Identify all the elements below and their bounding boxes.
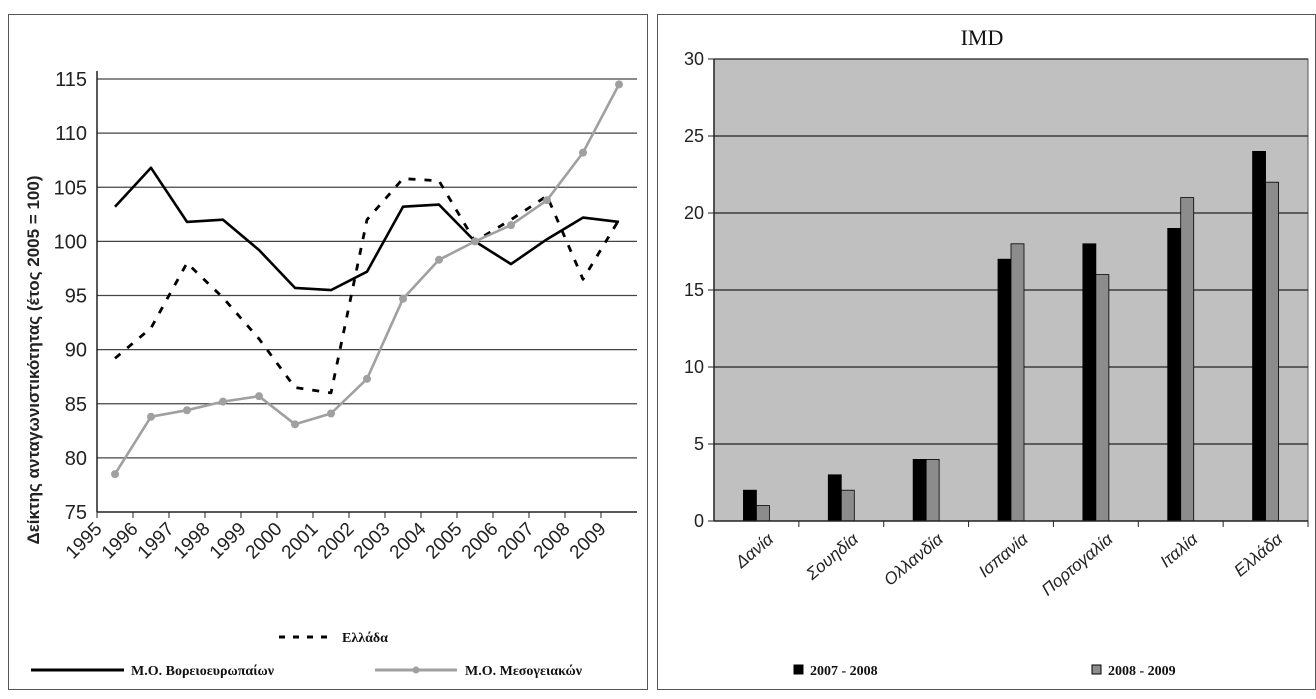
bar-chart-panel: IMD 0 5 10 15 20 25 30 Δανία Σουηδία Ολλανδία Ισπ…	[657, 14, 1316, 690]
bar-2007-2008	[1082, 243, 1097, 522]
y-tick-label: 110	[55, 123, 87, 145]
legend-2007-label: 2007 - 2008	[810, 664, 878, 679]
series-point	[399, 294, 407, 303]
bar-chart-legend: 2007 - 2008 2008 - 2009	[793, 664, 1176, 679]
line-chart-gridlines	[97, 78, 637, 459]
legend-north-label: Μ.Ο. Βορειοευρωπαίων	[131, 664, 275, 679]
series-point	[291, 420, 299, 429]
y-tick-label: 115	[55, 69, 87, 91]
x-tick-label: Ελλάδα	[1231, 529, 1288, 581]
legend-greece-label: Ελλάδα	[342, 631, 388, 646]
series-line-0	[114, 166, 620, 292]
y-axis-label: Δείκτης ανταγωνιστικότητας (έτος 2005 = …	[24, 176, 43, 545]
bar-chart-y-ticks: 0 5 10 15 20 25 30	[684, 49, 714, 531]
series-point	[543, 196, 551, 205]
x-tick-label: 2002	[314, 519, 359, 564]
x-tick-label: 2007	[494, 519, 539, 564]
x-tick-label: 2005	[422, 519, 467, 564]
bar-2008-2009	[1010, 243, 1025, 522]
series-point	[327, 409, 335, 418]
x-tick-label: 2006	[458, 519, 503, 564]
x-tick-label: Ιταλία	[1157, 529, 1203, 572]
legend-med-marker	[412, 666, 420, 674]
bar-2007-2008	[997, 258, 1012, 522]
line-chart-x-ticks: 1995199619971998199920002001200220032004…	[62, 512, 611, 563]
series-point	[147, 412, 155, 421]
y-tick-label: 25	[684, 126, 704, 146]
x-tick-label: 1996	[98, 519, 143, 564]
legend-2008-swatch	[1091, 664, 1102, 675]
x-tick-label: 1997	[134, 519, 179, 564]
line-chart-panel: 75 80 85 90 95 100 105 110 115 1995 1996 1997 1998 1…	[8, 14, 648, 690]
bar-2008-2009	[1095, 274, 1110, 522]
y-tick-label: 10	[684, 357, 704, 377]
series-point	[111, 470, 119, 479]
series-line-2	[113, 83, 621, 475]
line-chart-y-ticks: 75 80 85 90 95 100 105 110 115	[54, 69, 87, 524]
line-chart-legend: Ελλάδα Μ.Ο. Βορειοευρωπαίων Μ.Ο. Μεσογει…	[31, 631, 583, 679]
x-tick-label: 2004	[386, 518, 431, 563]
bar-2008-2009	[925, 458, 940, 522]
series-point	[255, 392, 263, 401]
series-point	[435, 255, 443, 264]
bar-chart-axes	[713, 59, 1308, 522]
y-tick-label: 85	[65, 394, 87, 416]
series-point	[471, 237, 479, 246]
series-point	[615, 80, 623, 89]
y-tick-label: 20	[684, 203, 704, 223]
bar-2008-2009	[756, 505, 770, 522]
bar-chart: IMD 0 5 10 15 20 25 30 Δανία Σουηδία Ολλανδία Ισπ…	[684, 25, 1309, 679]
y-tick-label: 95	[65, 286, 87, 308]
series-point	[507, 221, 515, 230]
y-tick-label: 80	[65, 448, 87, 470]
bar-2007-2008	[1252, 150, 1266, 522]
y-tick-label: 90	[65, 340, 87, 362]
bar-2007-2008	[1167, 227, 1182, 522]
bar-2007-2008	[743, 489, 757, 522]
series-point	[219, 397, 227, 406]
x-tick-label: 2003	[350, 519, 395, 564]
y-tick-label: 5	[694, 434, 704, 454]
y-tick-label: 105	[54, 177, 87, 199]
bar-2008-2009	[1265, 181, 1279, 522]
x-tick-label: Ολλανδία	[880, 529, 947, 590]
series-point	[579, 148, 587, 157]
y-tick-label: 15	[684, 280, 704, 300]
legend-med-label: Μ.Ο. Μεσογειακών	[465, 664, 583, 679]
x-tick-label: Πορτογαλία	[1038, 529, 1117, 600]
y-tick-label: 100	[54, 231, 87, 253]
chart-title: IMD	[961, 25, 1004, 50]
y-tick-label: 0	[694, 511, 704, 531]
series-line-1	[114, 177, 621, 395]
y-tick-label: 30	[684, 49, 704, 69]
bar-2008-2009	[840, 489, 855, 522]
line-chart-series	[111, 80, 623, 479]
x-tick-label: Σουηδία	[802, 529, 863, 584]
series-point	[183, 406, 191, 415]
bar-2008-2009	[1180, 197, 1195, 522]
bar-chart-x-ticks: Δανία Σουηδία Ολλανδία Ισπανία Πορτογαλία Ιτα…	[731, 521, 1309, 600]
x-tick-label: 2000	[242, 519, 287, 564]
legend-2008-label: 2008 - 2009	[1108, 664, 1176, 679]
x-tick-label: 2009	[566, 519, 611, 564]
y-tick-label: 75	[65, 502, 87, 524]
line-chart: 75 80 85 90 95 100 105 110 115 19951996199719981…	[24, 69, 637, 679]
series-point	[363, 374, 371, 383]
bar-2007-2008	[827, 474, 842, 522]
x-tick-label: Ισπανία	[975, 529, 1032, 582]
x-tick-label: 1998	[170, 519, 215, 564]
x-tick-label: Δανία	[731, 529, 778, 573]
bar-2007-2008	[912, 458, 927, 522]
x-tick-label: 2001	[278, 519, 323, 564]
x-tick-label: 1995	[62, 519, 107, 564]
x-tick-label: 1999	[206, 519, 251, 564]
line-chart-axes	[96, 71, 637, 513]
x-tick-label: 2008	[530, 519, 575, 564]
legend-2007-swatch	[793, 664, 804, 675]
